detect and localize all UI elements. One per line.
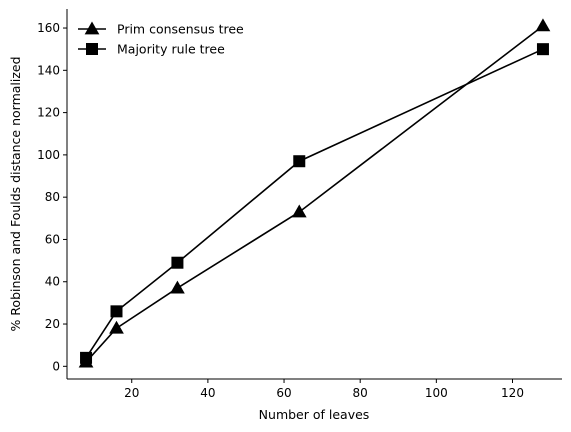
x-tick-label: 80 (353, 386, 368, 400)
y-tick-label: 60 (45, 232, 60, 246)
data-point (291, 204, 307, 218)
series-line (85, 48, 544, 359)
data-point (170, 280, 185, 294)
y-tick-label: 140 (37, 63, 60, 77)
data-point (80, 351, 93, 364)
y-tick-label: 40 (45, 275, 60, 289)
y-tick-label: 80 (45, 190, 60, 204)
square-marker-icon (86, 43, 98, 55)
legend-label: Prim consensus tree (117, 22, 244, 37)
x-tick-label: 40 (200, 386, 215, 400)
legend: Prim consensus tree Majority rule tree (78, 21, 244, 57)
x-tick-label: 60 (276, 386, 291, 400)
y-ticks: 0 20 40 60 80 100 120 140 160 (37, 21, 67, 373)
data-point (536, 43, 549, 56)
plot-area: 20 40 60 80 100 120 0 20 40 60 80 100 120 140 160 (37, 9, 562, 400)
y-tick-label: 20 (45, 317, 60, 331)
x-tick-label: 120 (501, 386, 524, 400)
legend-item: Prim consensus tree (78, 21, 244, 37)
x-tick-label: 100 (425, 386, 448, 400)
series-layer (78, 18, 551, 368)
y-axis-label: % Robinson and Foulds distance normalize… (8, 56, 23, 331)
triangle-marker-icon (84, 21, 100, 35)
y-tick-label: 0 (52, 359, 60, 373)
y-tick-label: 120 (37, 106, 60, 120)
data-point (535, 18, 551, 32)
data-point (171, 256, 184, 269)
data-point (109, 320, 124, 334)
x-tick-label: 20 (124, 386, 139, 400)
series-line (85, 25, 544, 363)
legend-label: Majority rule tree (117, 42, 225, 57)
data-point (293, 155, 306, 168)
x-ticks: 20 40 60 80 100 120 (124, 379, 524, 400)
legend-item: Majority rule tree (78, 42, 225, 57)
x-axis-label: Number of leaves (259, 407, 370, 422)
series-1 (78, 18, 551, 368)
y-tick-label: 100 (37, 148, 60, 162)
y-tick-label: 160 (37, 21, 60, 35)
series-2 (80, 43, 549, 364)
data-point (110, 305, 123, 318)
